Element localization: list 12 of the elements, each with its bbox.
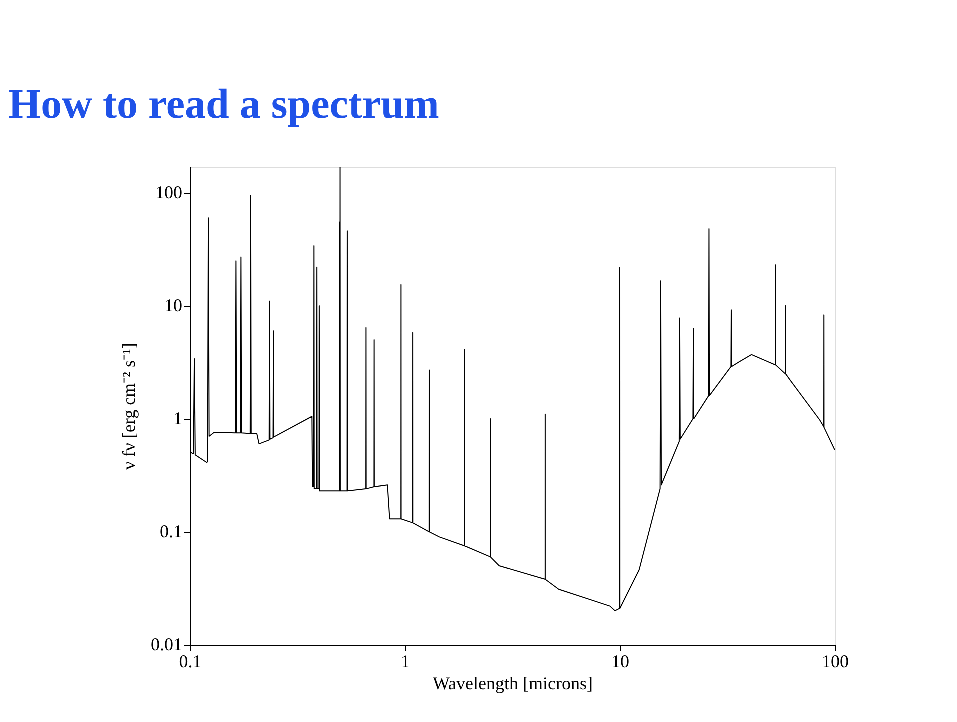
y-tick-label: 0.01 — [151, 634, 182, 654]
x-tick-label: 0.1 — [179, 652, 202, 672]
chart-title: How to read a spectrum — [8, 82, 440, 128]
x-axis-title: Wavelength [microns] — [433, 674, 593, 694]
x-tick-label: 100 — [822, 652, 849, 672]
y-tick-label: 10 — [164, 296, 182, 316]
y-tick-label: 100 — [156, 182, 182, 203]
x-tick-label: 10 — [612, 652, 630, 672]
y-axis-title: ν fν [erg cm⁻² s⁻¹] — [119, 343, 139, 470]
x-tick-label: 1 — [401, 652, 410, 672]
y-tick-label: 0.1 — [160, 522, 182, 542]
y-tick-label: 1 — [174, 408, 182, 429]
